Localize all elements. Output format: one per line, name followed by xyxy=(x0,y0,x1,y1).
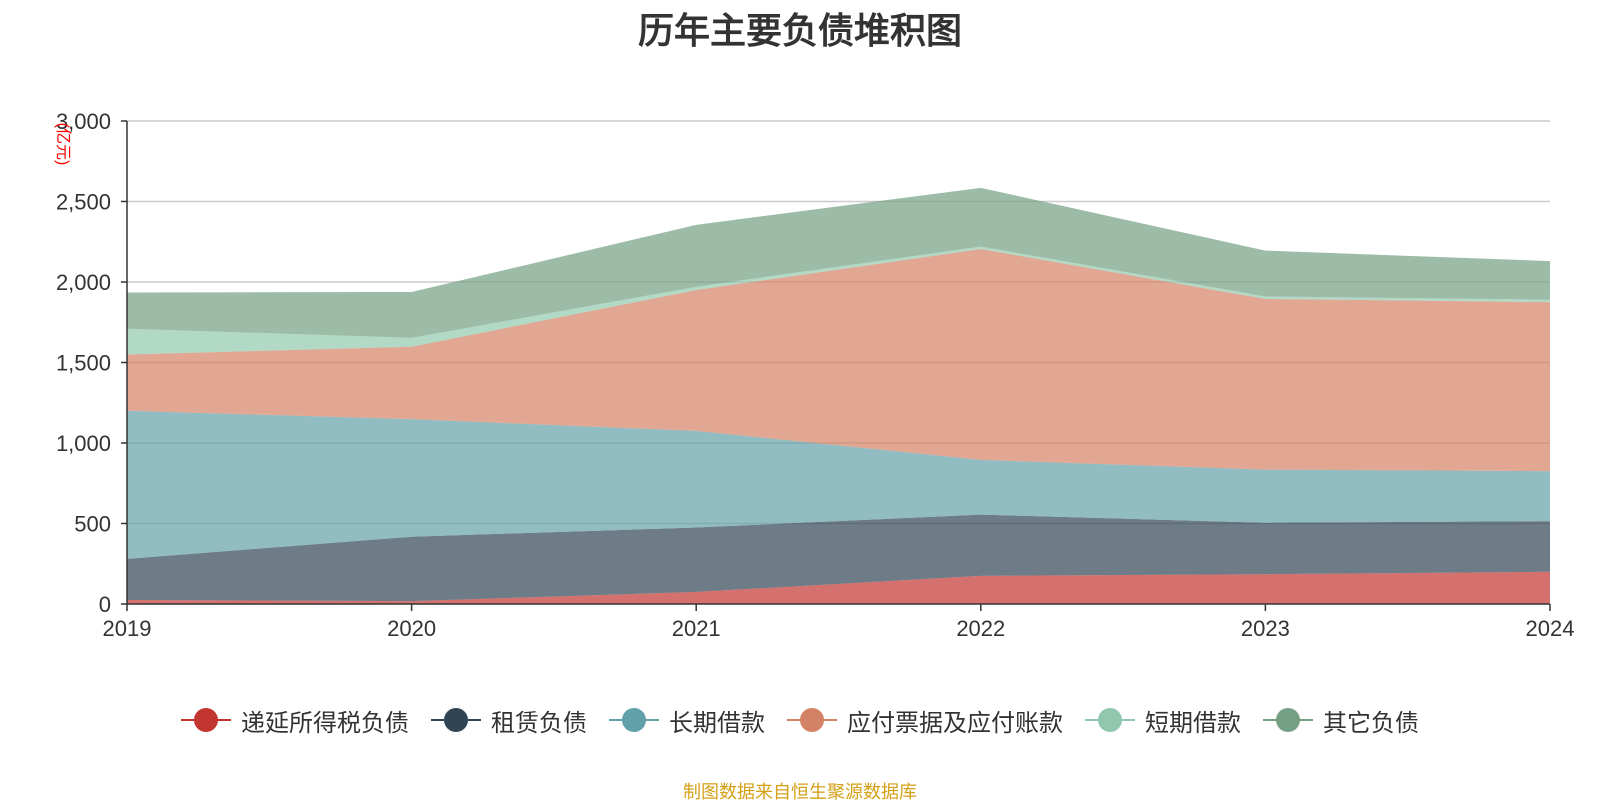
legend-marker-icon xyxy=(181,708,231,732)
legend-label: 递延所得税负债 xyxy=(241,709,409,737)
y-tick-label: 3,000 xyxy=(56,109,111,134)
x-tick-label: 2020 xyxy=(387,616,436,641)
area-series-租赁负债 xyxy=(127,514,1550,602)
y-unit-label: (亿元) xyxy=(54,123,72,166)
legend-item[interactable]: 递延所得税负债 xyxy=(181,703,409,738)
area-series-长期借款 xyxy=(127,410,1550,559)
axes: 0 500 1,000 1,500 2,000 2,500 3,000 2019 2020 202… xyxy=(56,109,1575,641)
area-series-短期借款 xyxy=(127,246,1550,355)
legend-item[interactable]: 长期借款 xyxy=(609,703,765,738)
x-tick-label: 2019 xyxy=(103,616,152,641)
y-tick-label: 2,500 xyxy=(56,190,111,215)
legend-marker-icon xyxy=(431,708,481,732)
x-tick-label: 2024 xyxy=(1526,616,1575,641)
legend-marker-icon xyxy=(1085,708,1135,732)
x-tick-label: 2023 xyxy=(1241,616,1290,641)
y-tick-label: 500 xyxy=(74,512,111,537)
legend: 递延所得税负债 租赁负债 长期借款 应付票据及应付账款 短期借款 其它负债 xyxy=(0,700,1600,740)
legend-item[interactable]: 短期借款 xyxy=(1085,703,1241,738)
y-tick-label: 1,500 xyxy=(56,351,111,376)
legend-marker-icon xyxy=(787,708,837,732)
legend-label: 应付票据及应付账款 xyxy=(847,709,1063,737)
x-tick-label: 2021 xyxy=(672,616,721,641)
legend-item[interactable]: 其它负债 xyxy=(1263,703,1419,738)
y-tick-label: 1,000 xyxy=(56,431,111,456)
legend-label: 短期借款 xyxy=(1145,709,1241,737)
legend-item[interactable]: 应付票据及应付账款 xyxy=(787,703,1063,738)
x-tick-label: 2022 xyxy=(956,616,1005,641)
y-tick-label: 0 xyxy=(99,592,111,617)
area-series-递延所得税负债 xyxy=(127,571,1550,604)
area-series xyxy=(127,187,1550,604)
legend-label: 长期借款 xyxy=(669,709,765,737)
legend-label: 其它负债 xyxy=(1323,709,1419,737)
legend-marker-icon xyxy=(1263,708,1313,732)
y-tick-label: 2,000 xyxy=(56,270,111,295)
area-series-其它负债 xyxy=(127,187,1550,338)
legend-marker-icon xyxy=(609,708,659,732)
legend-item[interactable]: 租赁负债 xyxy=(431,703,587,738)
area-series-应付票据及应付账款 xyxy=(127,248,1550,472)
chart-title: 历年主要负债堆积图 xyxy=(637,10,962,51)
source-note: 制图数据来自恒生聚源数据库 xyxy=(683,782,917,802)
legend-label: 租赁负债 xyxy=(491,709,587,737)
